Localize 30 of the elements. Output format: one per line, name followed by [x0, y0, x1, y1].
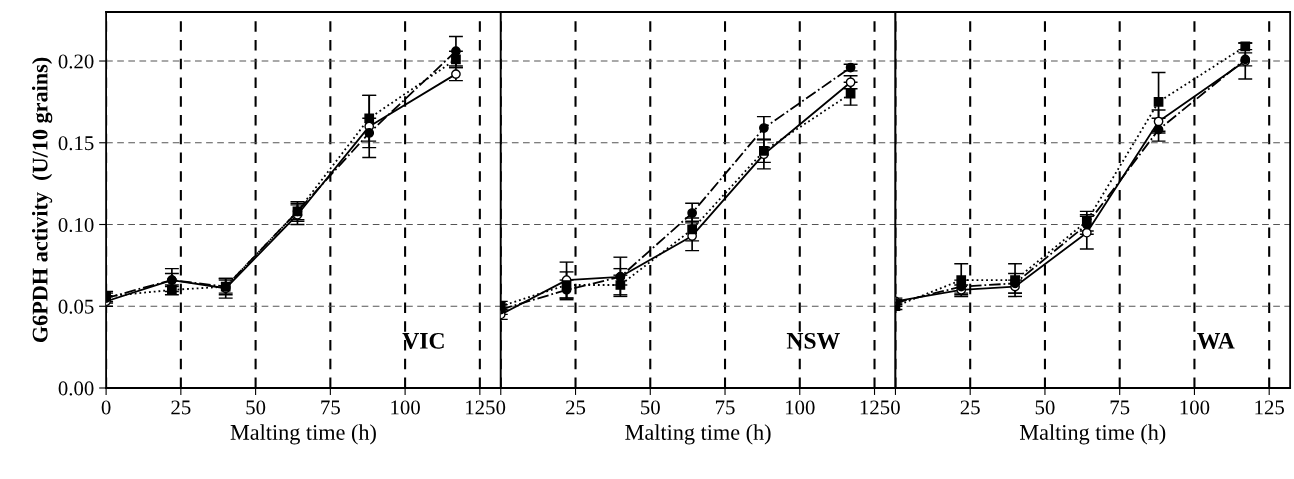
x-tick-label: 0 [891, 400, 900, 415]
y-tick-label: 0.20 [58, 54, 94, 69]
x-tick-label: 75 [1110, 400, 1130, 415]
x-tick-label: 100 [1180, 400, 1210, 415]
x-tick-label: 75 [715, 400, 735, 415]
y-tick-label: 0.10 [58, 217, 94, 233]
x-tick-label: 100 [785, 400, 815, 415]
x-tick-label: 125 [466, 400, 495, 415]
x-tick-label: 125 [860, 400, 890, 415]
annotation: WA [1197, 332, 1235, 349]
annotation: VIC [402, 332, 444, 349]
x-axis-title: Malting time (h) [625, 424, 771, 445]
x-tick-label: 25 [960, 400, 980, 415]
x-tick-label: 125 [1255, 400, 1284, 415]
x-tick-label: 50 [1035, 400, 1055, 415]
x-tick-label: 50 [246, 400, 266, 415]
y-tick-label: 0.00 [58, 381, 94, 396]
annotation: NSW [786, 332, 840, 349]
x-tick-label: 25 [171, 400, 191, 415]
y-axis-title: G6PDH activity (U/10 grains) [31, 57, 53, 343]
x-tick-label: 0 [496, 400, 506, 415]
x-tick-label: 0 [101, 400, 111, 415]
x-tick-label: 75 [321, 400, 340, 415]
x-tick-label: 25 [566, 400, 586, 415]
y-tick-label: 0.15 [58, 136, 94, 151]
x-tick-label: 50 [641, 400, 660, 415]
x-axis-title: Malting time (h) [1019, 424, 1166, 445]
x-tick-label: 100 [391, 400, 420, 415]
y-tick-label: 0.05 [58, 299, 94, 314]
x-axis-title: Malting time (h) [230, 424, 376, 445]
